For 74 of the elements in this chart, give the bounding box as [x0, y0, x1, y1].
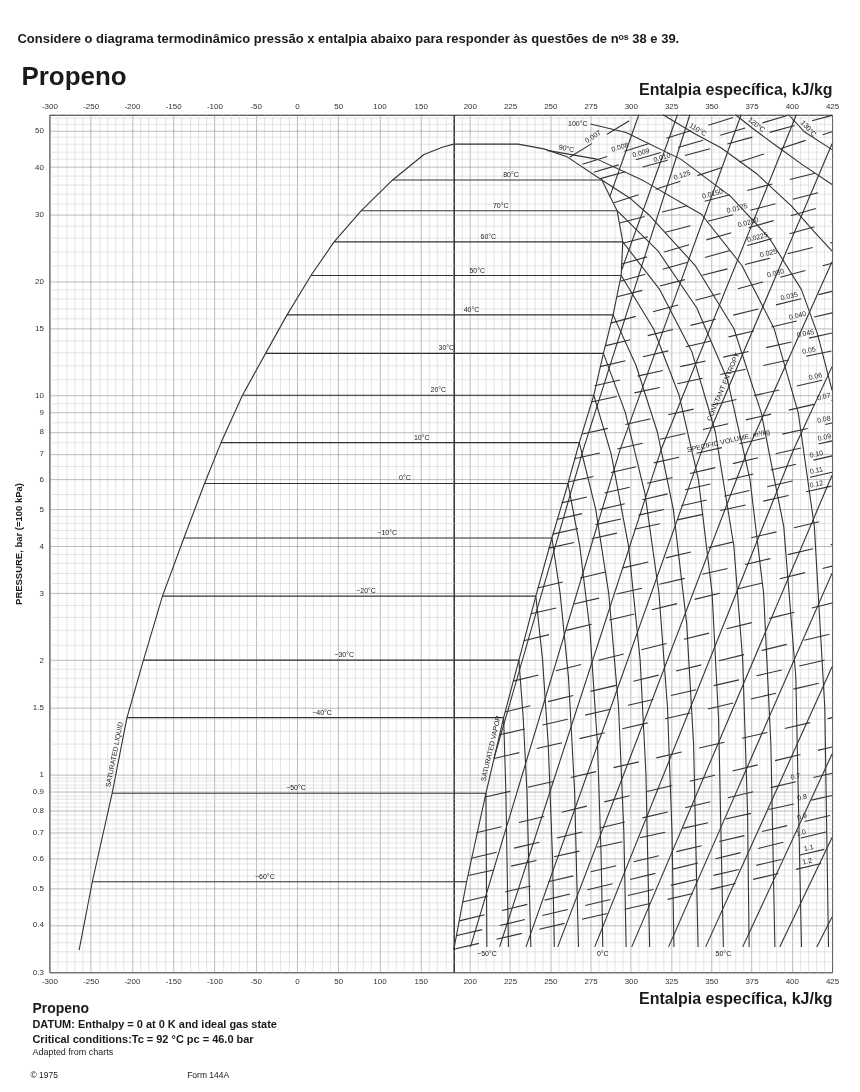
x-axis-title: Entalpia específica, kJ/kg — [639, 989, 833, 1007]
x-tick-label: -250 — [83, 102, 100, 112]
y-tick-label: 5 — [39, 504, 45, 514]
x2-tick-label: -100 — [206, 976, 224, 986]
y-tick-label: 3 — [39, 588, 45, 598]
y-tick-label: 30 — [35, 209, 45, 219]
x-tick-label: -300 — [41, 102, 59, 112]
y-tick-label: 40 — [35, 162, 45, 172]
x-tick-label: 275 — [584, 102, 599, 112]
x2-tick-label: 250 — [544, 976, 559, 986]
x2-tick-label: 400 — [785, 976, 800, 986]
y-tick-label: 0.4 — [32, 920, 45, 930]
y-tick-label: 20 — [35, 276, 45, 286]
x-tick-label: 250 — [544, 102, 559, 112]
y-axis-title: PRESSURE, bar (=100 kPa) — [12, 483, 24, 605]
x2-tick-label: -200 — [124, 976, 141, 986]
y-tick-label: 10 — [35, 390, 45, 400]
x-tick-label: 225 — [503, 102, 518, 112]
x-tick-label: 425 — [825, 102, 840, 112]
x-tick-label: 150 — [414, 102, 429, 112]
x-tick-label: 300 — [624, 102, 639, 112]
y-tick-label: 8 — [39, 427, 45, 437]
x2-tick-label: 100 — [373, 976, 388, 986]
x-tick-label: 0 — [295, 102, 301, 112]
y-tick-label: 0.3 — [32, 967, 45, 977]
x-tick-label: 200 — [463, 102, 478, 112]
x2-tick-label: 425 — [825, 976, 840, 986]
x-tick-label: -50 — [250, 102, 263, 112]
x2-tick-label: 0 — [295, 976, 301, 986]
y-tick-label: 7 — [39, 449, 45, 459]
x2-tick-label: 50 — [334, 976, 344, 986]
y-tick-label: 0.9 — [32, 786, 45, 796]
y-tick-label: 6 — [39, 474, 45, 484]
chart-title: Propeno — [21, 61, 127, 90]
x-tick-label: 400 — [785, 102, 800, 112]
text: DATUM: Enthalpy = 0 at 0 K and ideal gas state — [32, 1018, 277, 1031]
y-tick-label: 4 — [39, 541, 45, 551]
y-tick-label: 0.7 — [32, 828, 45, 838]
x2-axis-title: Entalpia específica, kJ/kg — [639, 81, 833, 99]
x-tick-label: 100 — [373, 102, 388, 112]
x-tick-label: -100 — [206, 102, 224, 112]
text: Critical conditions:Tc = 92 °C pc = 46.0 bar — [32, 1033, 255, 1046]
text: Considere o diagrama termodinâmico pressão x entalpia abaixo para responder às questões de nᵒˢ 38 e 39. — [17, 30, 680, 46]
x2-tick-label: 375 — [745, 976, 760, 986]
x2-tick-label: 300 — [624, 976, 639, 986]
x-tick-label: 325 — [664, 102, 679, 112]
x2-tick-label: 225 — [503, 976, 518, 986]
x-tick-label: 50 — [334, 102, 344, 112]
x-tick-label: -200 — [124, 102, 141, 112]
x2-tick-label: -250 — [83, 976, 100, 986]
y-tick-label: 9 — [39, 408, 45, 418]
y-tick-label: 15 — [35, 324, 45, 334]
x2-tick-label: 200 — [463, 976, 478, 986]
x2-tick-label: -50 — [250, 976, 263, 986]
y-tick-label: 0.5 — [32, 883, 45, 893]
text: Form 144A — [187, 1070, 230, 1081]
x-tick-label: 350 — [705, 102, 720, 112]
y-tick-label: 2 — [39, 655, 45, 665]
y-tick-label: 1.5 — [32, 702, 45, 712]
text: © 1975 — [30, 1070, 59, 1081]
y-tick-label: 50 — [35, 125, 45, 135]
x-tick-label: -150 — [165, 102, 183, 112]
x2-tick-label: 150 — [414, 976, 429, 986]
x2-tick-label: -150 — [165, 976, 183, 986]
y-tick-label: 1 — [39, 769, 45, 779]
text: Propeno — [32, 1000, 90, 1017]
x-tick-label: 375 — [745, 102, 760, 112]
y-tick-label: 0.6 — [32, 853, 45, 863]
x2-tick-label: -300 — [41, 976, 59, 986]
text: Adapted from charts — [32, 1047, 114, 1058]
y-tick-label: 0.8 — [32, 806, 45, 816]
x2-tick-label: 325 — [664, 976, 679, 986]
x2-tick-label: 275 — [584, 976, 599, 986]
x2-tick-label: 350 — [705, 976, 720, 986]
